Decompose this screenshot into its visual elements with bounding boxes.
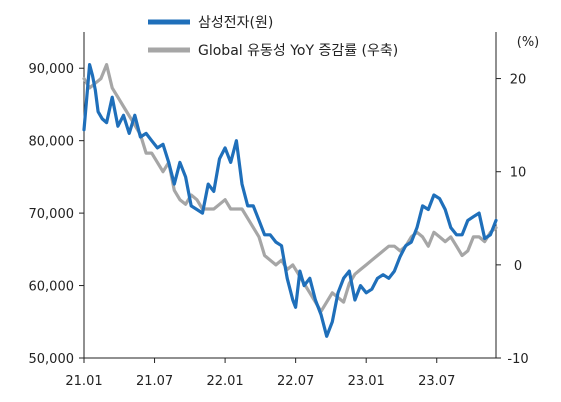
series-layer <box>82 62 498 338</box>
left-axis-ticks: 90,000 80,000 70,000 60,000 50,000 <box>29 62 84 367</box>
left-tick-label: 90,000 <box>29 62 75 77</box>
right-tick-label: 0 <box>514 259 522 274</box>
x-tick-label: 22.07 <box>277 374 314 389</box>
right-tick-label: 10 <box>510 166 527 181</box>
x-tick-label: 23.01 <box>348 374 385 389</box>
series-line-liquidity <box>82 62 498 313</box>
x-tick-label: 23.07 <box>418 374 455 389</box>
legend-label-samsung: 삼성전자(원) <box>198 15 273 31</box>
x-tick-label: 22.01 <box>206 374 243 389</box>
legend-label-liquidity: Global 유동성 YoY 증감률 (우축) <box>198 43 398 59</box>
x-axis-ticks: 21.01 21.07 22.01 22.07 23.01 23.07 <box>65 358 455 389</box>
left-tick-label: 50,000 <box>29 352 75 367</box>
left-tick-label: 60,000 <box>29 280 75 295</box>
legend: 삼성전자(원) Global 유동성 YoY 증감률 (우축) <box>148 15 398 59</box>
right-axis-ticks: 20 10 0 -10 <box>496 73 529 367</box>
right-tick-label: 20 <box>510 73 527 88</box>
x-tick-label: 21.07 <box>136 374 173 389</box>
left-tick-label: 70,000 <box>29 207 75 222</box>
right-axis-unit: (%) <box>517 35 540 50</box>
left-tick-label: 80,000 <box>29 135 75 150</box>
series-line-samsung <box>82 62 498 338</box>
right-tick-label: -10 <box>507 352 528 367</box>
x-tick-label: 21.01 <box>65 374 102 389</box>
